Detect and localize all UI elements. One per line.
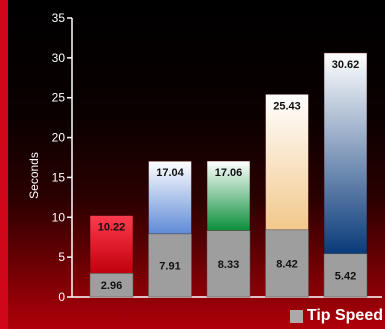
y-tick-label: 10 [52, 210, 66, 224]
bar-tip-speed [148, 233, 192, 298]
y-tick-label: 35 [52, 11, 66, 25]
bar-total [89, 215, 134, 274]
bar-total [265, 94, 309, 231]
y-tick-label: 20 [52, 131, 66, 145]
data-label-tip-speed: 7.91 [159, 260, 180, 272]
data-label-total: 25.43 [273, 100, 301, 112]
data-label-total: 17.04 [156, 167, 184, 179]
bar-total [323, 52, 368, 255]
legend-label: Tip Speed [306, 307, 383, 324]
legend-swatch [289, 309, 303, 323]
bar-tip-speed [206, 230, 251, 298]
y-tick-label: 0 [58, 290, 65, 304]
data-label-tip-speed: 8.33 [218, 259, 239, 271]
y-tick-label: 5 [58, 250, 65, 264]
y-tick-label: 15 [52, 170, 66, 184]
bar-tip-speed [265, 229, 309, 298]
y-tick-label: 25 [52, 91, 66, 105]
y-axis-title: Seconds [27, 152, 41, 199]
data-label-tip-speed: 8.42 [276, 258, 297, 270]
bar-tip-speed [323, 253, 368, 298]
bar-tip-speed [89, 273, 134, 298]
data-label-total: 10.22 [98, 222, 126, 234]
accent-strip [0, 0, 8, 329]
data-label-tip-speed: 5.42 [335, 270, 356, 282]
data-label-tip-speed: 2.96 [101, 280, 122, 292]
data-label-total: 30.62 [332, 59, 360, 71]
y-tick-label: 30 [52, 51, 66, 65]
legend: Tip Speed [289, 307, 383, 325]
data-label-total: 17.06 [215, 167, 243, 179]
